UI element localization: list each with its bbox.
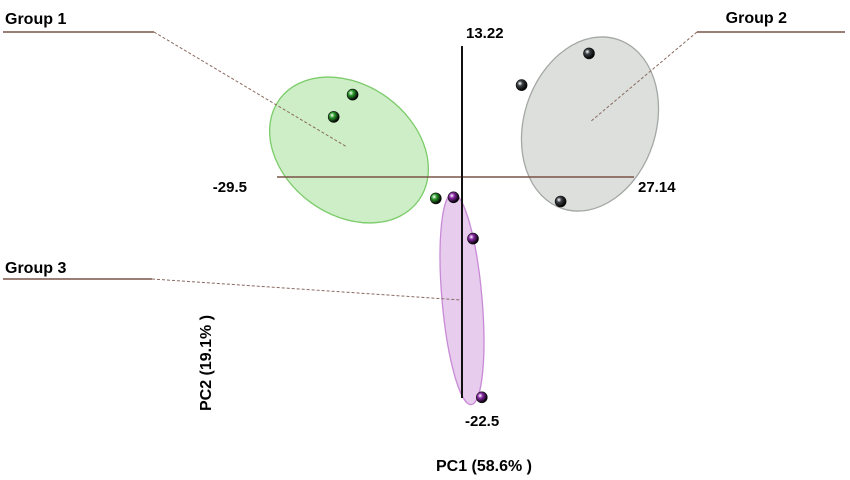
group-3-point xyxy=(475,391,488,404)
group-2-point xyxy=(515,79,528,91)
group-label-leaders xyxy=(3,31,845,301)
y-axis-title: PC2 (19.1% ) xyxy=(198,315,215,411)
x-max-tick-label: 27.14 xyxy=(638,179,676,196)
group-1-label: Group 1 xyxy=(5,11,66,28)
group-2-label: Group 2 xyxy=(726,10,787,27)
data-points xyxy=(327,47,595,404)
group-1-ellipse xyxy=(268,76,430,224)
labels: -29.5 27.14 13.22 -22.5 PC1 (58.6% ) PC2… xyxy=(5,10,787,475)
group-1-point xyxy=(346,88,359,101)
y-min-tick-label: -22.5 xyxy=(465,413,499,430)
group-ellipses xyxy=(268,36,660,406)
group-1-point xyxy=(429,192,442,205)
group-2-point xyxy=(554,195,567,208)
group-3-leader-line xyxy=(151,278,462,301)
group-1-leader-line xyxy=(153,31,348,148)
group-3-point xyxy=(447,191,460,204)
group-2-point xyxy=(583,47,595,60)
group-1-point xyxy=(327,111,340,123)
group-3-label: Group 3 xyxy=(5,260,66,277)
group-2-ellipse xyxy=(520,36,660,212)
x-min-tick-label: -29.5 xyxy=(213,179,247,196)
group-3-point xyxy=(467,232,479,245)
axes xyxy=(277,46,634,398)
group-2-leader-line xyxy=(589,31,698,123)
y-max-tick-label: 13.22 xyxy=(466,25,504,42)
x-axis-title: PC1 (58.6% ) xyxy=(436,458,532,475)
